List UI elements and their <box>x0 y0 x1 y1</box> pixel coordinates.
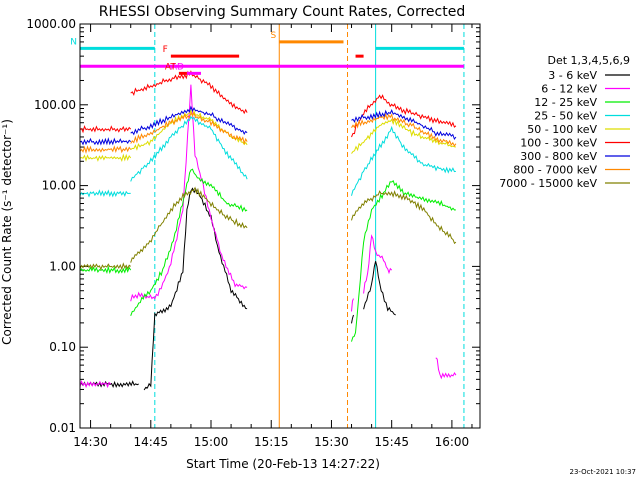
y-tick-label: 0.10 <box>49 340 76 354</box>
flag-bar-label: AD <box>171 62 184 72</box>
series-line-12-25keV <box>351 179 456 342</box>
series-line-12-25keV <box>130 168 248 316</box>
plot-area: 0.01 0.10 1.00 10.00 100.00 1000.00 14:30 14:45… <box>26 17 481 449</box>
flag-bar-label: F <box>163 45 168 55</box>
series-line-6-12keV <box>79 379 111 389</box>
legend-title: Det 1,3,4,5,6,9 <box>547 54 630 67</box>
series-line-3-6keV <box>363 261 396 316</box>
series-line-25-50keV <box>351 125 456 196</box>
y-tick-label: 1.00 <box>49 259 76 273</box>
x-axis-label: Start Time (20-Feb-13 14:27:22) <box>186 457 380 471</box>
y-axis-label: Corrected Count Rate (s⁻¹ detector⁻¹) <box>0 119 14 345</box>
y-tick-label: 10.00 <box>42 179 76 193</box>
series-line-3-6keV <box>143 187 248 391</box>
flag-bar-label: N <box>70 37 77 47</box>
series-line-800-7000keV <box>79 145 132 154</box>
chart-title: RHESSI Observing Summary Count Rates, Co… <box>99 4 465 20</box>
series-line-100-300keV <box>79 124 132 134</box>
flag-bar-label: AT <box>165 62 176 72</box>
legend-label: 12 - 25 keV <box>534 96 597 109</box>
x-tick-label: 15:30 <box>314 435 349 449</box>
flag-bar-label: S <box>271 31 277 41</box>
x-tick-label: 15:45 <box>374 435 409 449</box>
series-line-100-300keV <box>351 94 457 138</box>
y-tick-label: 1000.00 <box>26 17 76 31</box>
series-line-50-100keV <box>351 117 456 154</box>
series-line-12-25keV <box>79 265 132 275</box>
series-line-6-12keV <box>435 357 457 380</box>
x-tick-label: 15:00 <box>194 435 229 449</box>
legend-label: 100 - 300 keV <box>520 137 597 150</box>
series-line-7000-15000keV <box>79 262 131 271</box>
series-line-50-100keV <box>79 153 132 163</box>
series-line-7000-15000keV <box>130 186 248 263</box>
series-line-3-6keV <box>351 314 354 324</box>
series-line-25-50keV <box>79 189 131 198</box>
y-tick-label: 0.01 <box>49 421 76 435</box>
series-line-300-800keV <box>351 109 457 141</box>
plot-frame <box>79 23 481 429</box>
series-line-100-300keV <box>130 70 248 115</box>
series-line-300-800keV <box>79 137 132 146</box>
legend-label: 300 - 800 keV <box>520 150 597 163</box>
series-line-800-7000keV <box>130 111 248 145</box>
legend-label: 3 - 6 keV <box>548 69 597 82</box>
x-tick-label: 14:45 <box>133 435 168 449</box>
legend-label: 6 - 12 keV <box>541 83 597 96</box>
x-tick-label: 15:15 <box>254 435 289 449</box>
y-tick-label: 100.00 <box>34 98 76 112</box>
x-tick-label: 14:30 <box>73 435 108 449</box>
footer-date: 23-Oct-2021 10:37 <box>570 468 636 476</box>
legend-label: 7000 - 15000 keV <box>499 177 597 190</box>
legend-label: 50 - 100 keV <box>527 123 597 136</box>
series-line-6-12keV <box>363 234 393 294</box>
series-line-25-50keV <box>130 115 248 182</box>
series-line-6-12keV <box>351 298 354 312</box>
series-line-300-800keV <box>130 105 248 136</box>
legend-label: 800 - 7000 keV <box>513 164 597 177</box>
series-line-800-7000keV <box>351 113 457 147</box>
x-tick-label: 16:00 <box>435 435 470 449</box>
legend-label: 25 - 50 keV <box>534 110 597 123</box>
series-line-7000-15000keV <box>351 189 457 245</box>
